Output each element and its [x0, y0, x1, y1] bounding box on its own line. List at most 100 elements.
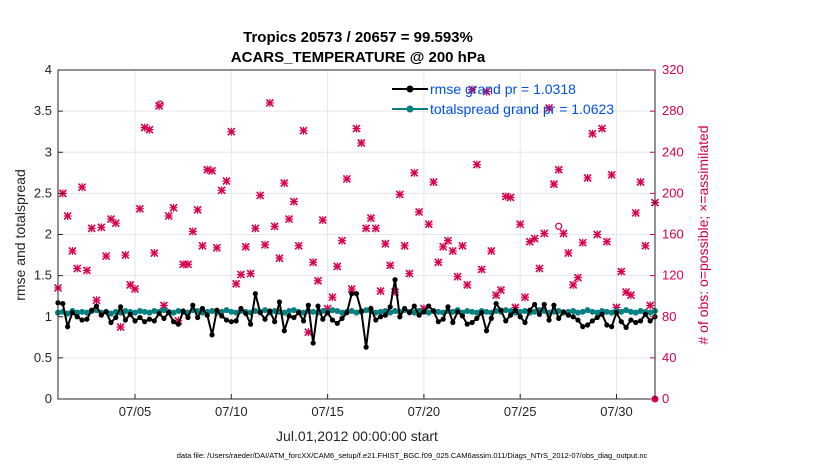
rmse-point [286, 313, 292, 319]
obs-marker [246, 269, 255, 278]
obs-marker [395, 190, 404, 199]
obs-marker [549, 180, 558, 189]
obs-marker [496, 285, 506, 295]
rmse-point [84, 316, 90, 322]
rmse-point [387, 304, 393, 310]
rmse-point [300, 318, 307, 324]
rmse-point [291, 314, 297, 321]
spread-point [141, 308, 148, 315]
chart-title-line2: ACARS_TEMPERATURE @ 200 hPa [231, 49, 486, 66]
spread-point [574, 309, 581, 316]
spread-point [146, 309, 153, 316]
obs-marker [554, 165, 563, 174]
rmse-point [637, 318, 644, 324]
spread-point [290, 307, 297, 314]
obs-marker [569, 280, 578, 289]
obs-marker [150, 248, 159, 258]
rmse-point [450, 319, 456, 326]
rmse-point [219, 313, 225, 319]
spread-point [637, 307, 644, 314]
obs-marker [362, 224, 371, 233]
rmse-point [623, 324, 629, 331]
obs-marker [313, 276, 323, 285]
rmse-point [214, 307, 220, 313]
rmse-point [532, 301, 538, 308]
rmse-point [156, 310, 162, 317]
obs-possible-marker [156, 100, 164, 108]
rmse-point [604, 322, 610, 328]
rmse-point [483, 328, 490, 334]
spread-point [79, 308, 86, 315]
spread-point [627, 308, 634, 315]
spread-point [618, 308, 625, 315]
obs-marker [285, 215, 294, 224]
rmse-point [397, 314, 403, 320]
legend-spread-label: totalspread grand pr = 1.0623 [430, 101, 614, 117]
obs-marker [463, 280, 472, 289]
y-left-tick-label: 2 [45, 227, 52, 242]
rmse-point [247, 321, 254, 327]
spread-point [310, 308, 317, 315]
rmse-point [137, 314, 143, 321]
spread-point [469, 308, 476, 315]
rmse-point [142, 319, 148, 325]
spread-point [132, 309, 139, 316]
rmse-point [358, 308, 364, 314]
obs-marker [578, 238, 587, 247]
spread-point [363, 307, 370, 314]
obs-marker [207, 166, 217, 175]
spread-point [411, 309, 418, 316]
rmse-point [69, 310, 76, 316]
rmse-point [89, 307, 95, 313]
rmse-point [190, 302, 196, 308]
spread-point [647, 309, 654, 316]
rmse-point [503, 318, 509, 324]
spread-point [522, 307, 529, 314]
spread-point [339, 309, 346, 316]
spread-point [281, 309, 288, 316]
y-right-tick-label: 160 [662, 227, 684, 242]
obs-marker [265, 98, 274, 107]
rmse-point [204, 312, 210, 318]
spread-point [329, 307, 336, 314]
y-axis-left-label: rmse and totalspread [12, 169, 28, 301]
obs-marker [525, 237, 534, 246]
obs-marker [188, 227, 197, 236]
rmse-point [493, 300, 499, 307]
obs-marker [400, 241, 409, 250]
rmse-point [546, 317, 552, 323]
rmse-point [252, 291, 258, 297]
x-tick-label: 07/30 [600, 404, 633, 419]
rmse-point [151, 318, 157, 324]
spread-point [464, 307, 471, 314]
obs-marker [545, 103, 554, 113]
rmse-point [512, 307, 518, 313]
obs-marker [439, 242, 448, 251]
y-right-tick-label: 80 [662, 309, 676, 324]
spread-point [502, 307, 509, 314]
y-right-tick-label: 120 [662, 268, 684, 283]
spread-point [632, 309, 639, 316]
rmse-point [628, 317, 634, 323]
rmse-point [474, 315, 480, 321]
rmse-point [262, 316, 268, 322]
x-tick-label: 07/20 [408, 404, 441, 419]
rmse-point [199, 305, 206, 312]
rmse-point [584, 322, 591, 328]
y-right-tick-label: 40 [662, 350, 676, 365]
rmse-point [353, 291, 360, 297]
rmse-point [195, 314, 201, 321]
obs-marker [73, 264, 82, 273]
rmse-point [411, 303, 417, 309]
rmse-point [522, 319, 528, 326]
obs-marker [78, 183, 87, 192]
obs-marker [299, 126, 308, 135]
rmse-point [117, 304, 124, 310]
obs-marker [275, 254, 284, 263]
legend: rmse grand pr = 1.0318 totalspread grand… [392, 81, 614, 117]
obs-marker [429, 177, 438, 187]
spread-point [425, 309, 432, 316]
rmse-point [498, 307, 504, 313]
rmse-point [642, 311, 648, 317]
